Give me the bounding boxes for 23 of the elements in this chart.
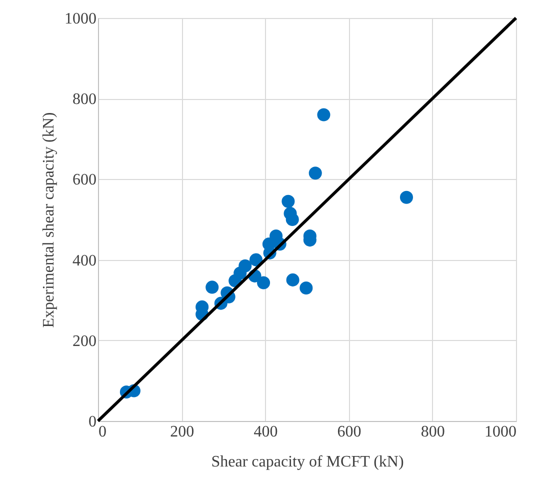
x-tick-label: 200	[170, 424, 194, 440]
x-tick-label: 400	[254, 424, 278, 440]
point	[286, 273, 300, 286]
x-tick-label: 800	[420, 424, 445, 440]
y-tick-label: 800	[72, 91, 96, 108]
point	[206, 280, 219, 294]
x-tick-label: 1000	[484, 424, 516, 440]
y-tick-label: 600	[72, 172, 96, 189]
point	[257, 276, 270, 290]
y-tick-label: 400	[72, 252, 96, 270]
point	[286, 212, 299, 226]
x-axis-title: Shear capacity of MCFT (kN)	[211, 454, 404, 470]
point	[300, 282, 313, 295]
point	[249, 253, 263, 266]
point	[400, 190, 414, 204]
point	[317, 108, 330, 122]
point	[238, 259, 252, 272]
point	[308, 166, 322, 180]
point	[282, 194, 295, 208]
y-axis-title: Experimental shear capacity (kN)	[40, 112, 58, 328]
y-tick-label: 1000	[64, 10, 96, 28]
y-tick-label: 200	[72, 332, 96, 350]
x-tick-label: 600	[337, 424, 362, 440]
